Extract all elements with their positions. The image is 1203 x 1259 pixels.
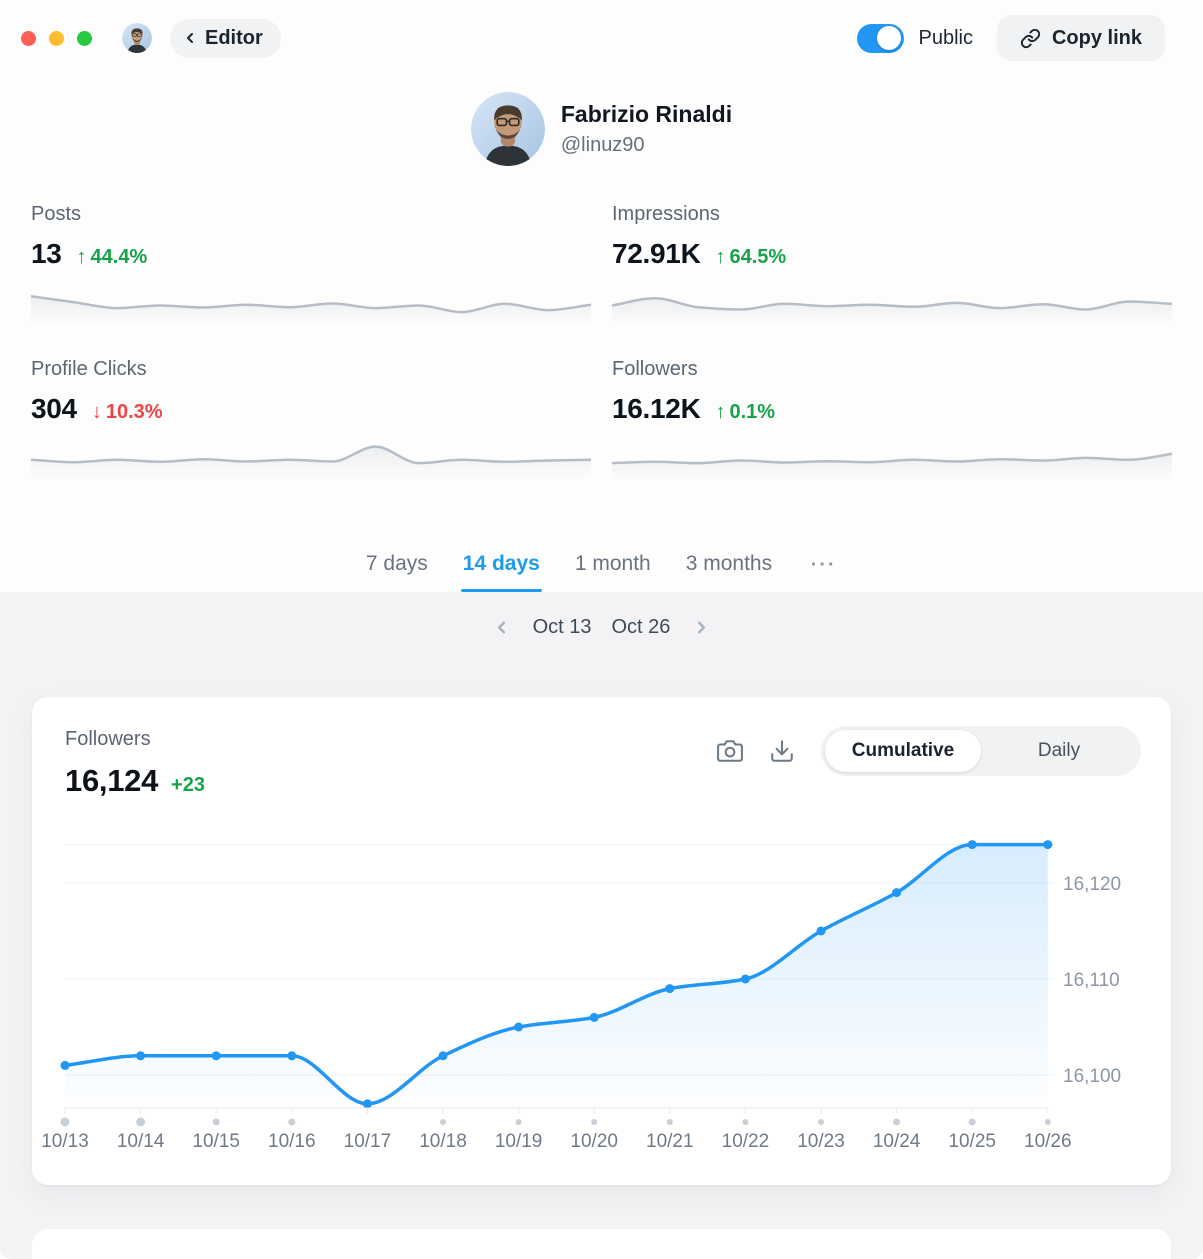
svg-text:10/26: 10/26 bbox=[1024, 1131, 1072, 1152]
link-icon bbox=[1020, 28, 1041, 49]
followers-chart[interactable]: 16,120 16,110 16,100 10/13 10/14 10/15 10/16 10… bbox=[32, 827, 1171, 1172]
stat-posts: Posts 13 ↑ 44.4% bbox=[31, 203, 591, 326]
svg-text:10/16: 10/16 bbox=[268, 1131, 316, 1152]
stat-change: ↓ 10.3% bbox=[91, 401, 163, 423]
card-title: Followers bbox=[65, 728, 151, 750]
download-icon bbox=[769, 738, 795, 764]
copy-link-label: Copy link bbox=[1051, 26, 1142, 49]
stat-value: 16.12K bbox=[612, 393, 701, 424]
date-range-end: Oct 26 bbox=[611, 616, 671, 638]
download-button[interactable] bbox=[769, 738, 795, 764]
card-controls: Cumulative Daily bbox=[717, 726, 1141, 776]
followers-chart-card: Followers 16,124 +23 bbox=[32, 697, 1171, 1185]
svg-text:10/25: 10/25 bbox=[948, 1131, 996, 1152]
stat-label: Profile Clicks bbox=[31, 358, 147, 380]
screenshot-button[interactable] bbox=[717, 738, 743, 764]
stat-change: ↑ 44.4% bbox=[76, 246, 148, 268]
followers-count: 16,124 bbox=[65, 763, 159, 798]
svg-text:10/20: 10/20 bbox=[570, 1131, 618, 1152]
stat-value: 304 bbox=[31, 393, 77, 424]
stat-value: 72.91K bbox=[612, 238, 701, 269]
svg-text:16,100: 16,100 bbox=[1063, 1066, 1121, 1087]
svg-text:10/21: 10/21 bbox=[646, 1131, 694, 1152]
date-range-start: Oct 13 bbox=[532, 616, 592, 638]
stat-label: Impressions bbox=[612, 203, 720, 225]
tab-1-month[interactable]: 1 month bbox=[573, 535, 653, 592]
svg-text:10/19: 10/19 bbox=[495, 1131, 543, 1152]
svg-text:16,110: 16,110 bbox=[1063, 970, 1120, 991]
svg-text:10/22: 10/22 bbox=[722, 1131, 770, 1152]
sparkline-chart bbox=[31, 295, 591, 326]
stat-impressions: Impressions 72.91K ↑ 64.5% bbox=[612, 203, 1172, 326]
window-titlebar: Editor Public Copy link bbox=[0, 0, 1203, 76]
trend-arrow-icon: ↑ bbox=[76, 246, 87, 268]
svg-text:10/13: 10/13 bbox=[41, 1131, 89, 1152]
stat-label: Posts bbox=[31, 203, 82, 225]
sparkline-chart bbox=[612, 452, 1172, 481]
date-range-nav: Oct 13 Oct 26 bbox=[0, 592, 1203, 639]
account-avatar[interactable] bbox=[122, 23, 152, 53]
profile-name: Fabrizio Rinaldi bbox=[560, 101, 733, 128]
trend-arrow-icon: ↓ bbox=[91, 401, 102, 423]
svg-text:10/23: 10/23 bbox=[797, 1131, 845, 1152]
svg-text:16,120: 16,120 bbox=[1063, 874, 1121, 895]
copy-link-button[interactable]: Copy link bbox=[996, 15, 1165, 61]
public-label: Public bbox=[918, 26, 973, 49]
profile-handle: @linuz90 bbox=[560, 133, 645, 156]
stat-profile-clicks: Profile Clicks 304 ↓ 10.3% bbox=[31, 358, 591, 481]
profile-avatar bbox=[470, 92, 545, 166]
traffic-lights bbox=[21, 30, 92, 46]
svg-text:10/14: 10/14 bbox=[117, 1131, 165, 1152]
chevron-right-icon bbox=[692, 618, 711, 637]
next-period-button[interactable] bbox=[690, 616, 713, 639]
tab-3-months[interactable]: 3 months bbox=[684, 535, 774, 592]
sparkline-chart bbox=[612, 296, 1172, 326]
svg-text:10/17: 10/17 bbox=[344, 1131, 392, 1152]
followers-change: +23 bbox=[171, 774, 205, 796]
sparkline-chart bbox=[31, 445, 591, 481]
profile-header: Fabrizio Rinaldi @linuz90 bbox=[0, 92, 1203, 166]
svg-text:10/15: 10/15 bbox=[192, 1131, 240, 1152]
camera-icon bbox=[717, 738, 743, 764]
range-tabs: 7 days 14 days 1 month 3 months ⋯ bbox=[0, 535, 1203, 592]
editor-button-label: Editor bbox=[205, 26, 263, 49]
chevron-left-icon bbox=[182, 30, 198, 46]
chevron-left-icon bbox=[492, 618, 511, 637]
zoom-button[interactable] bbox=[77, 30, 92, 46]
stat-change: ↑ 64.5% bbox=[715, 246, 787, 268]
editor-back-button[interactable]: Editor bbox=[170, 18, 281, 58]
stat-followers: Followers 16.12K ↑ 0.1% bbox=[612, 358, 1172, 481]
svg-text:10/18: 10/18 bbox=[419, 1131, 467, 1152]
ellipsis-icon: ⋯ bbox=[809, 548, 836, 578]
next-card-peek bbox=[32, 1229, 1171, 1259]
svg-text:10/24: 10/24 bbox=[873, 1131, 921, 1152]
view-option-daily[interactable]: Daily bbox=[981, 730, 1137, 772]
trend-arrow-icon: ↑ bbox=[715, 246, 726, 268]
more-options-button[interactable]: ⋯ bbox=[805, 535, 839, 592]
minimize-button[interactable] bbox=[49, 30, 64, 46]
trend-arrow-icon: ↑ bbox=[715, 401, 726, 423]
view-option-cumulative[interactable]: Cumulative bbox=[825, 730, 981, 772]
tab-14-days[interactable]: 14 days bbox=[460, 535, 542, 592]
view-toggle: Cumulative Daily bbox=[821, 726, 1141, 776]
stat-value: 13 bbox=[31, 238, 62, 269]
analytics-panel: Oct 13 Oct 26 Followers 16,124 +23 bbox=[0, 592, 1203, 1259]
close-button[interactable] bbox=[21, 30, 36, 46]
public-toggle[interactable] bbox=[856, 23, 904, 53]
stat-label: Followers bbox=[612, 358, 698, 380]
stats-grid: Posts 13 ↑ 44.4% Impressions 72.91K ↑ 64.5… bbox=[31, 203, 1172, 481]
previous-period-button[interactable] bbox=[490, 616, 513, 639]
stat-change: ↑ 0.1% bbox=[715, 401, 776, 423]
tab-7-days[interactable]: 7 days bbox=[364, 535, 430, 592]
toggle-knob bbox=[876, 26, 901, 50]
